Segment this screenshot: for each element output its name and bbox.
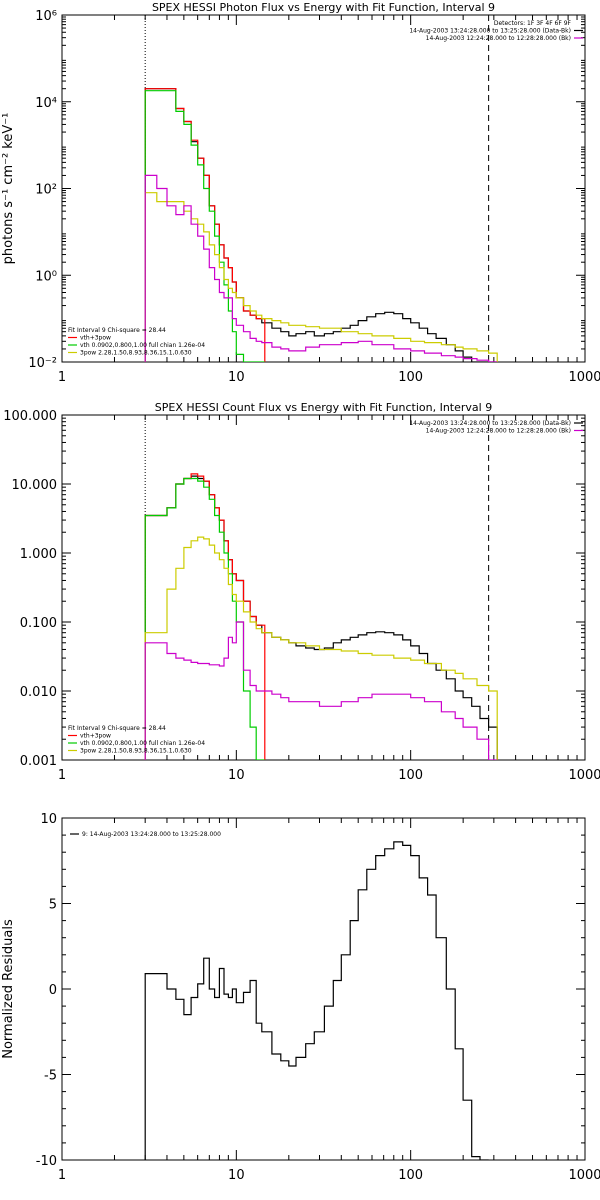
x-tick-label: 1 xyxy=(58,370,66,385)
series-group xyxy=(144,88,498,362)
y-tick-label: 10.000 xyxy=(12,478,58,493)
series-3-line xyxy=(144,90,265,362)
y-tick-label: -10 xyxy=(36,1154,57,1169)
chart-1: SPEX HESSI Photon Flux vs Energy with Fi… xyxy=(1,1,600,385)
chart-title: SPEX HESSI Photon Flux vs Energy with Fi… xyxy=(152,1,495,14)
plot-frame xyxy=(61,414,586,761)
y-tick-label: 100.000 xyxy=(3,409,57,424)
legend-entry: 14-Aug-2003 13:24:28.000 to 13:25:28.000… xyxy=(409,420,571,427)
series-2-line xyxy=(144,473,266,760)
y-tick-label: 10² xyxy=(35,183,57,198)
x-tick-label: 1 xyxy=(58,1168,66,1183)
x-tick-label: 100 xyxy=(398,370,423,385)
x-tick-label: 1000 xyxy=(568,1168,600,1183)
legend-entry: vth 0.0902,0.800,1.00 full chian 1.26e-0… xyxy=(80,342,205,349)
y-tick-label: 10⁴ xyxy=(35,96,57,111)
y-axis-label: photons s⁻¹ cm⁻² keV⁻¹ xyxy=(1,113,16,265)
y-tick-label: 10⁰ xyxy=(35,269,57,284)
legend-entry: 14-Aug-2003 13:24:28.000 to 13:25:28.000… xyxy=(409,28,571,35)
series-5-line xyxy=(144,621,498,760)
chart-title: SPEX HESSI Count Flux vs Energy with Fit… xyxy=(155,401,492,414)
y-tick-label: 10⁻² xyxy=(28,356,57,371)
y-tick-label: 10 xyxy=(40,812,57,827)
x-tick-label: 10 xyxy=(228,768,245,783)
x-tick-label: 1000 xyxy=(568,370,600,385)
y-tick-label: 10⁶ xyxy=(35,9,57,24)
series-5-line xyxy=(144,174,498,362)
legend-entry: 9: 14-Aug-2003 13:24:28.000 to 13:25:28.… xyxy=(82,831,221,838)
legend-entry: vth 0.0902,0.800,1.00 full chian 1.26e-0… xyxy=(80,740,205,747)
series-2-line xyxy=(144,88,266,362)
y-tick-label: 0.100 xyxy=(20,616,57,631)
legend-entry: vth+3pow xyxy=(80,335,111,342)
y-tick-label: 1.000 xyxy=(20,547,57,562)
y-tick-label: 0 xyxy=(49,983,57,998)
x-tick-label: 10 xyxy=(228,1168,245,1183)
series-1-line xyxy=(144,475,498,760)
legend-entry: 14-Aug-2003 12:24:28.000 to 12:28:28.000… xyxy=(426,35,571,42)
series-group xyxy=(144,473,498,760)
x-tick-label: 10 xyxy=(228,370,245,385)
x-tick-label: 100 xyxy=(398,1168,423,1183)
y-axis-label: Normalized Residuals xyxy=(1,919,16,1059)
series-3-line xyxy=(144,477,265,760)
y-tick-label: 0.010 xyxy=(20,685,57,700)
legend-entry: 14-Aug-2003 12:24:28.000 to 12:28:28.000… xyxy=(426,428,571,435)
legend-entry: Fit Interval 9 Chi-square = 28.44 xyxy=(68,725,166,732)
chart-3: Normalized Residuals 1 10 100 1000 -10 -5 0 5 10 9… xyxy=(1,812,600,1183)
legend-entry: Fit Interval 9 Chi-square = 28.44 xyxy=(68,327,166,334)
plot-frame xyxy=(61,14,586,363)
y-tick-label: 5 xyxy=(49,898,57,913)
series-group xyxy=(144,841,489,1160)
series-1-line xyxy=(144,841,489,1160)
legend-entry: Detectors: 1F 3F 4F 6F 9F xyxy=(494,20,572,27)
y-tick-label: 0.001 xyxy=(20,754,57,769)
series-4-line xyxy=(144,192,498,362)
x-tick-label: 1000 xyxy=(568,768,600,783)
legend-entry: 3pow 2.28,1.50,8.93,8.36,15.1,0.630 xyxy=(80,748,192,755)
plot-frame xyxy=(61,817,586,1161)
legend-entry: 3pow 2.28,1.50,8.93,8.36,15.1,0.630 xyxy=(80,350,192,357)
x-tick-label: 1 xyxy=(58,768,66,783)
x-tick-label: 100 xyxy=(398,768,423,783)
legend-entry: vth+3pow xyxy=(80,733,111,740)
series-4-line xyxy=(144,536,498,760)
y-tick-label: -5 xyxy=(44,1069,57,1084)
chart-2: SPEX HESSI Count Flux vs Energy with Fit… xyxy=(3,401,600,783)
